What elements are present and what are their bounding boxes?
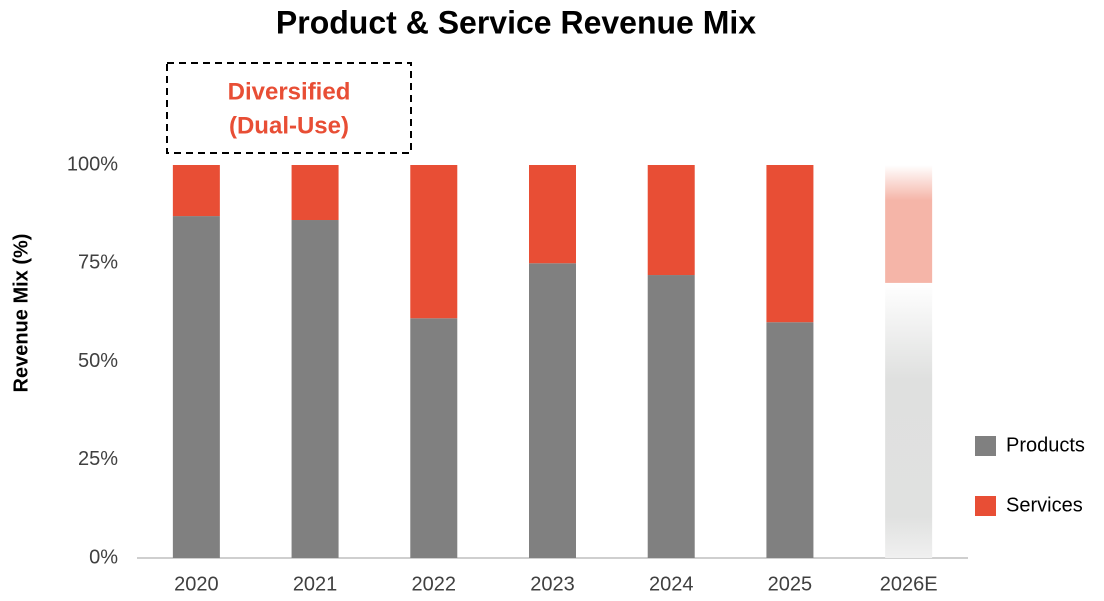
x-tick-label: 2024 xyxy=(649,573,694,595)
bar-segment xyxy=(885,282,933,558)
legend-label: Services xyxy=(1006,494,1083,516)
chart-title: Product & Service Revenue Mix xyxy=(276,4,756,40)
x-tick-label: 2023 xyxy=(530,573,575,595)
bar-segment xyxy=(410,165,458,319)
y-tick-label: 75% xyxy=(78,252,118,274)
legend-label: Products xyxy=(1006,434,1085,456)
y-tick-label: 25% xyxy=(78,448,118,470)
bar-segment xyxy=(885,165,933,283)
bar-segment xyxy=(529,263,576,558)
bar-segment xyxy=(647,275,695,558)
bar-segment xyxy=(766,322,814,558)
x-tick-label: 2020 xyxy=(174,573,219,595)
annotation-text: Diversified xyxy=(228,78,351,105)
x-tick-label: 2026E xyxy=(880,573,938,595)
x-tick-label: 2021 xyxy=(293,573,338,595)
y-axis-title: Revenue Mix (%) xyxy=(10,234,32,393)
bar-segment xyxy=(291,165,339,221)
bar-segment xyxy=(766,165,814,323)
legend-swatch xyxy=(975,496,996,516)
annotation-box xyxy=(166,62,412,154)
bar-segment xyxy=(529,165,576,264)
x-tick-label: 2022 xyxy=(412,573,457,595)
bar-segment xyxy=(647,165,695,276)
y-tick-label: 50% xyxy=(78,350,118,372)
y-tick-label: 100% xyxy=(67,153,118,175)
y-tick-label: 0% xyxy=(89,546,118,568)
bar-segment xyxy=(291,220,339,558)
x-tick-label: 2025 xyxy=(768,573,813,595)
bar-segment xyxy=(410,318,458,558)
bar-segment xyxy=(172,165,220,217)
annotation-text: (Dual-Use) xyxy=(229,112,349,139)
bar-segment xyxy=(172,216,220,558)
legend-swatch xyxy=(975,436,996,456)
